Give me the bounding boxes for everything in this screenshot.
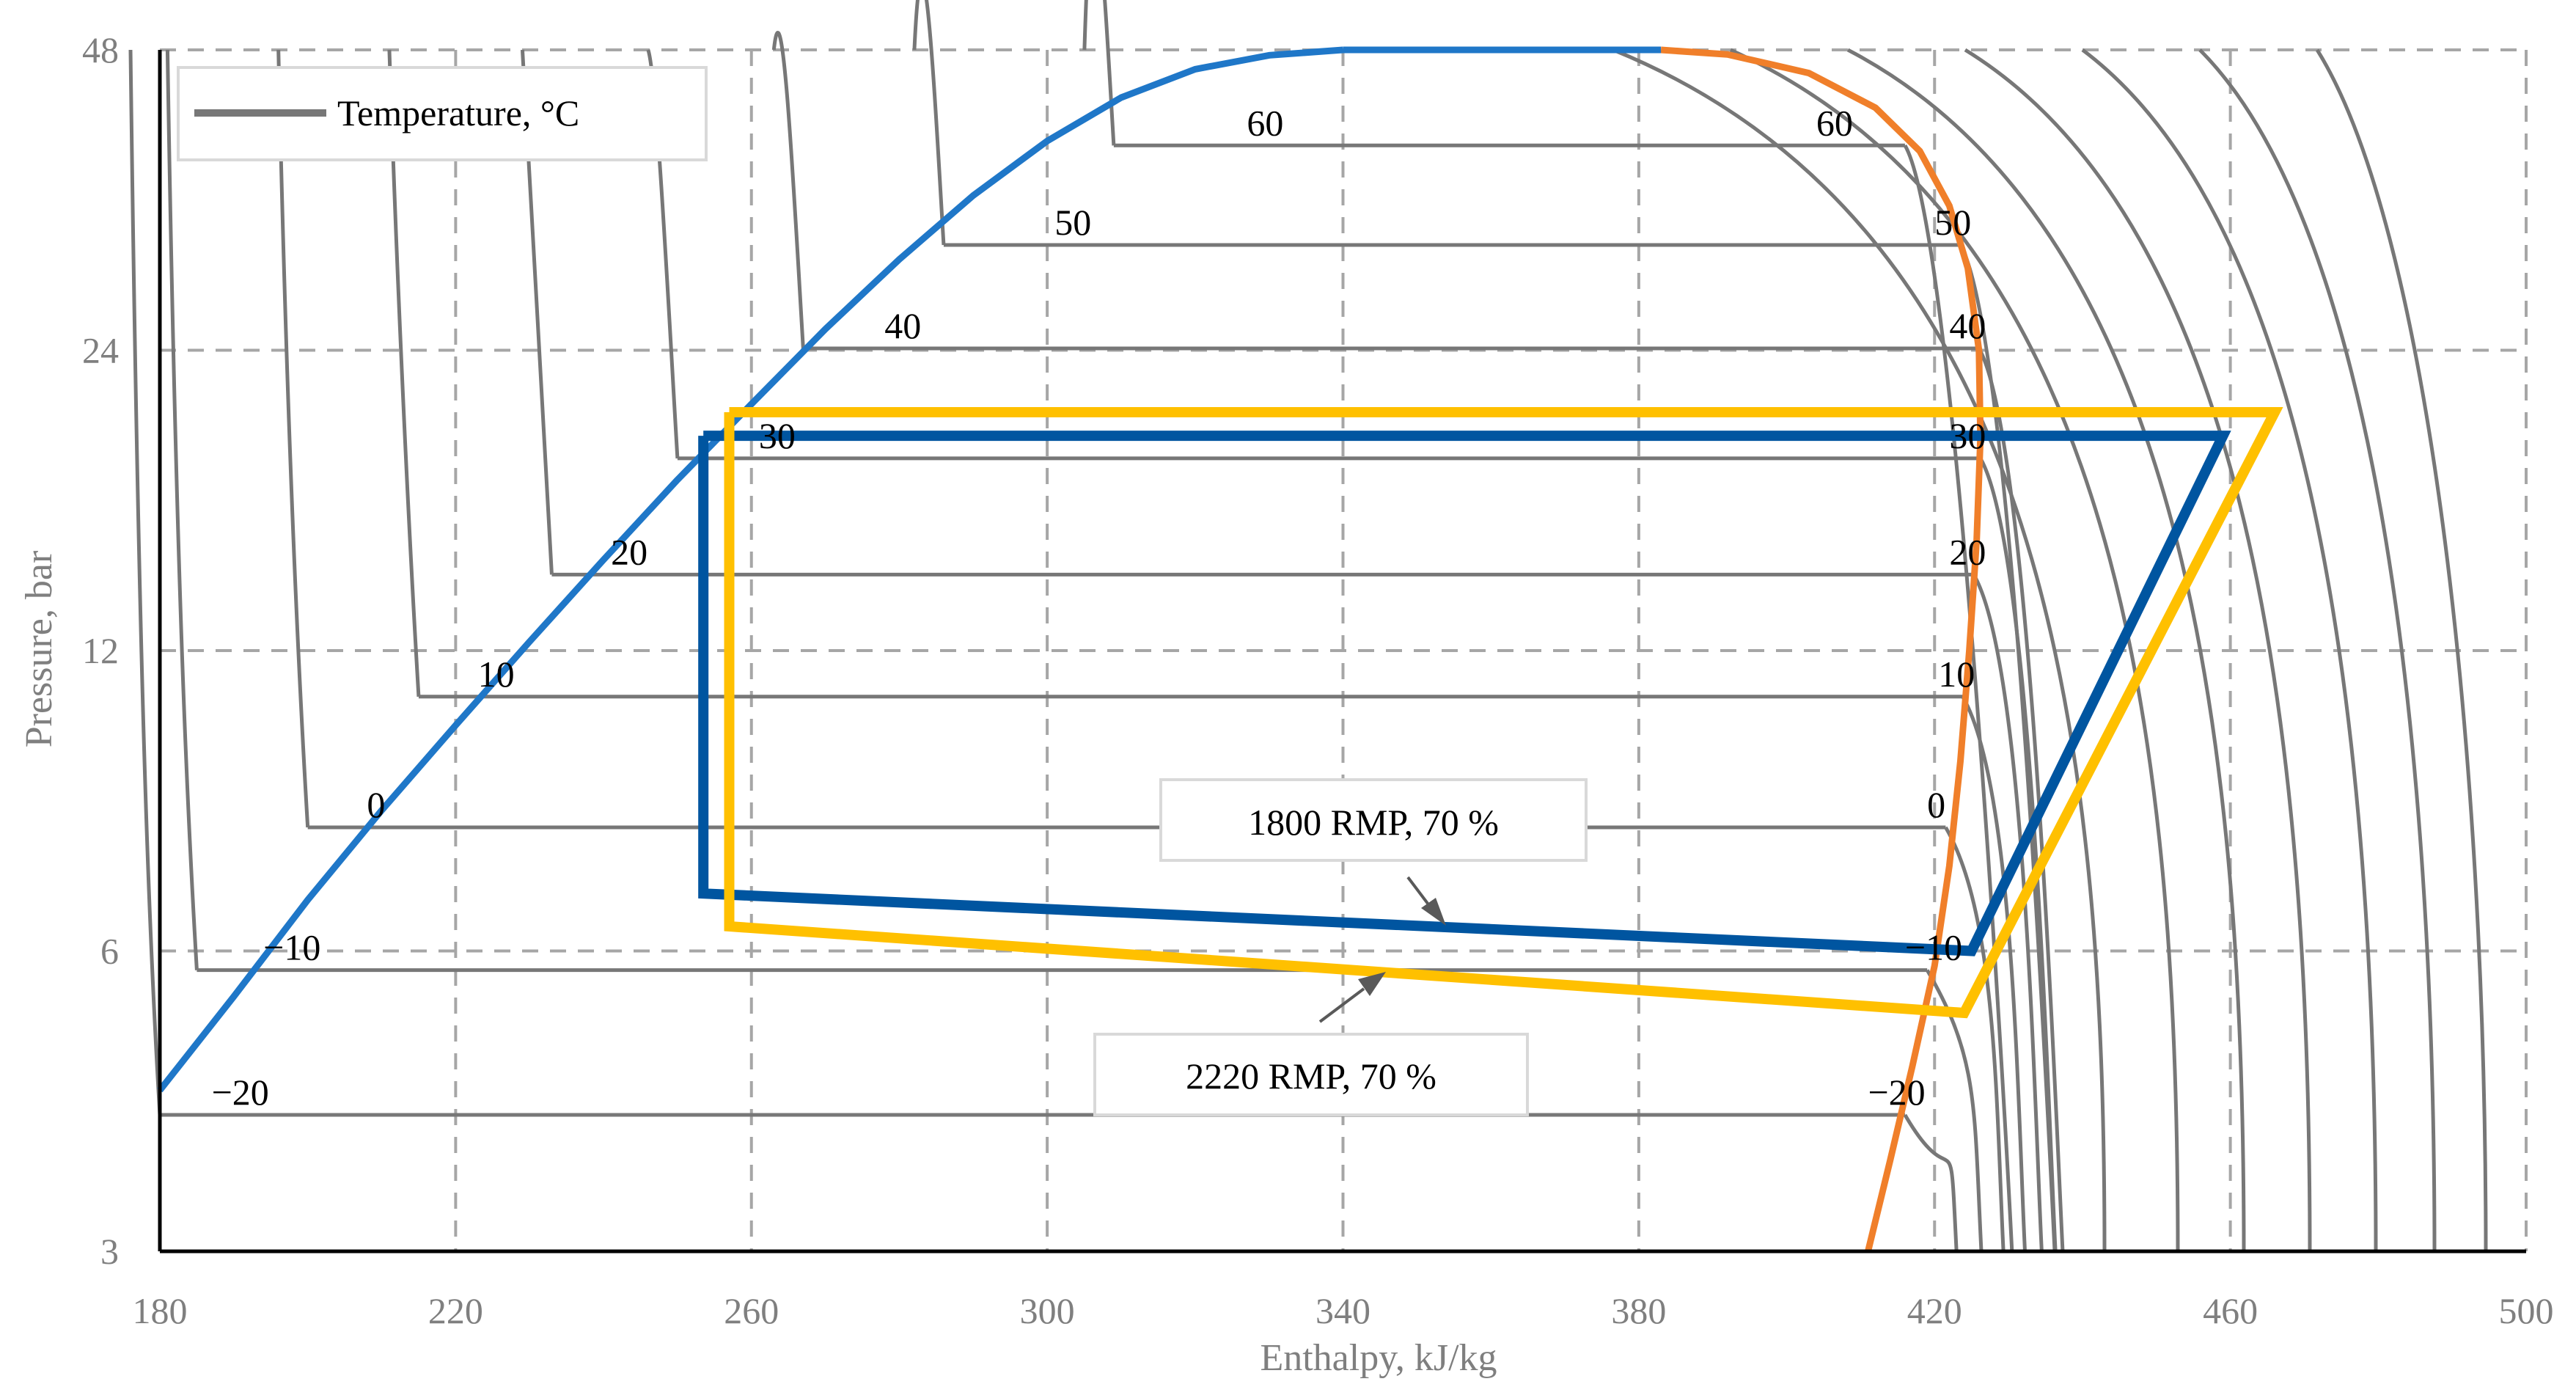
isotherm-label-right: 10 [1938, 654, 1975, 695]
isotherm-superheated [1612, 48, 2107, 1252]
isotherm-superheated [2081, 48, 2378, 1252]
saturated-liquid-line [157, 46, 1343, 1093]
isotherm-label-left: 30 [759, 415, 796, 456]
annotation-2220-arrow [1318, 987, 1365, 1023]
y-tick-label: 12 [82, 630, 119, 671]
isotherm-vapor-branch [1959, 244, 2057, 1252]
annotation-1800-arrowhead [1421, 898, 1446, 926]
cycle-1800-rmp [698, 431, 2231, 956]
isotherm-label-right: 60 [1816, 102, 1853, 143]
isotherm-vapor-branch [1926, 969, 1984, 1252]
x-tick-label: 300 [1020, 1290, 1075, 1331]
annotation-1800-label: 1800 RMP, 70 % [1248, 802, 1499, 843]
isotherm-superheated [1964, 48, 2312, 1252]
isotherm-label-left: 10 [478, 654, 515, 695]
cycle-series [698, 407, 2283, 1019]
isotherm-label-right: 30 [1949, 415, 1986, 456]
x-tick-label: 500 [2499, 1290, 2554, 1331]
isotherm-label-left: −20 [212, 1072, 269, 1113]
isotherm-vapor-branch [1977, 347, 2065, 1252]
isotherm-superheated [1846, 48, 2246, 1252]
annotation-2220-box [1093, 1033, 1529, 1116]
legend: Temperature, °C [177, 66, 708, 161]
annotation-1800-box [1159, 778, 1588, 862]
y-tick-label: 3 [100, 1231, 119, 1272]
y-tick-label: 24 [82, 330, 119, 371]
isotherm-lines [128, 0, 2488, 1252]
x-tick-label: 180 [133, 1290, 188, 1331]
y-tick-label: 48 [82, 29, 119, 70]
isotherm-superheated [2315, 48, 2488, 1252]
isotherm-label-left: 0 [367, 784, 385, 825]
isotherm-liquid-branch [1082, 0, 1116, 146]
y-tick-label: 6 [100, 931, 119, 972]
isotherm-label-right: 20 [1949, 531, 1986, 572]
isotherm-liquid-branch [912, 0, 946, 246]
annotation-2220-arrowhead [1358, 972, 1386, 996]
isotherm-label-right: −10 [1905, 927, 1962, 968]
isotherm-vapor-branch [1903, 1113, 1959, 1252]
axes [158, 50, 2526, 1254]
isotherm-label-left: 50 [1054, 202, 1091, 243]
isotherm-vapor-branch [1903, 144, 2014, 1252]
isotherm-label-right: 50 [1934, 202, 1971, 243]
isotherm-liquid-branch [387, 49, 421, 697]
cycle-2220-rmp [724, 407, 2283, 1019]
isotherm-vapor-branch [1944, 826, 2006, 1252]
isotherm-label-left: 20 [611, 531, 647, 572]
isotherm-label-right: −20 [1868, 1072, 1925, 1113]
isotherm-label-right: 0 [1927, 784, 1945, 825]
isotherm-superheated [1729, 48, 2180, 1252]
x-tick-label: 380 [1611, 1290, 1666, 1331]
isotherm-liquid-branch [165, 49, 199, 970]
x-axis-title: Enthalpy, kJ/kg [1260, 1337, 1497, 1379]
isotherm-superheated [2198, 48, 2437, 1252]
isotherm-labels: −20 −10 0 10 20 30 40 50 60 −20 −10 0 10 20 30 40 50 60 [212, 102, 1986, 1113]
isotherm-label-left: 60 [1247, 102, 1283, 143]
isotherm-label-left: 40 [884, 305, 921, 346]
x-tick-label: 340 [1315, 1290, 1370, 1331]
x-tick-label: 460 [2203, 1290, 2258, 1331]
legend-label-temperature: Temperature, °C [337, 92, 579, 133]
annotation-2220: 2220 RMP, 70 % [1093, 972, 1529, 1116]
annotation-2220-label: 2220 RMP, 70 % [1186, 1055, 1436, 1097]
y-axis-title: Pressure, bar [18, 551, 60, 748]
isotherm-liquid-branch [276, 49, 310, 828]
x-tick-label: 420 [1907, 1290, 1962, 1331]
x-tick-label: 220 [428, 1290, 483, 1331]
annotation-1800: 1800 RMP, 70 % [1159, 778, 1588, 926]
isotherm-liquid-branch [128, 49, 162, 1116]
isotherm-liquid-branch [771, 31, 805, 349]
isotherm-label-left: −10 [263, 927, 320, 968]
x-tick-label: 260 [724, 1290, 779, 1331]
isotherm-label-right: 40 [1949, 305, 1986, 346]
